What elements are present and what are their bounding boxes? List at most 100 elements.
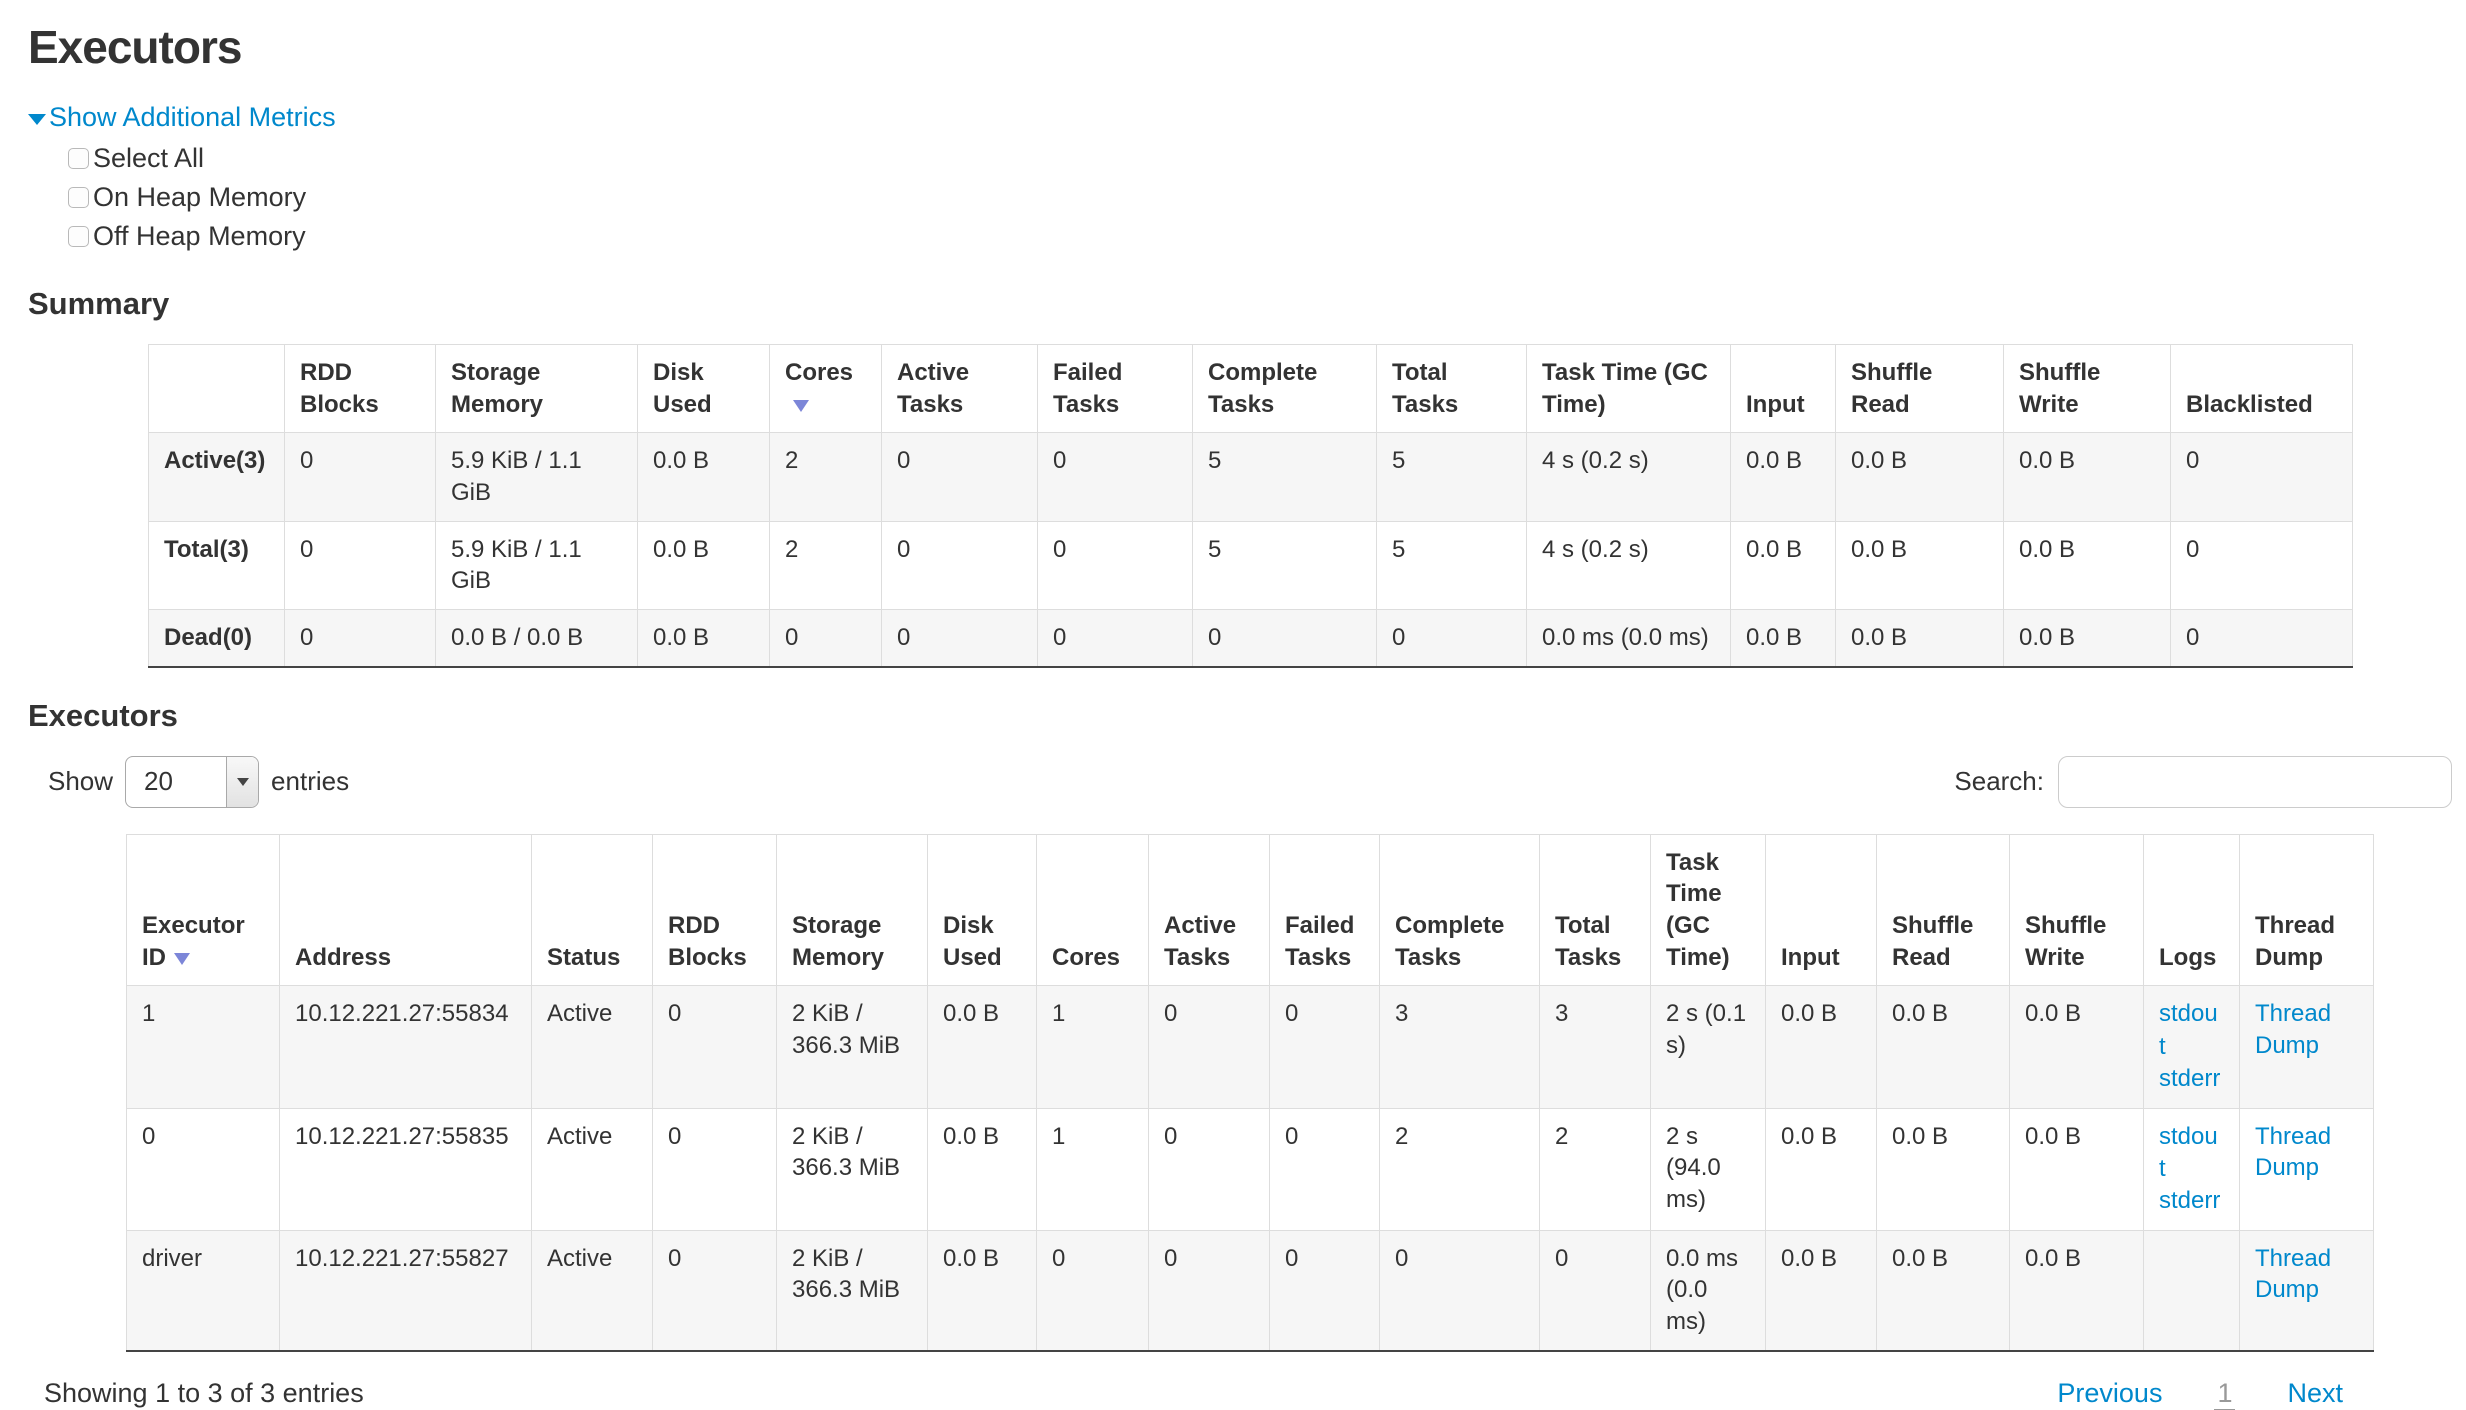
cell-active-tasks: 0 — [1148, 985, 1270, 1109]
summary-col-blacklisted[interactable]: Blacklisted — [2170, 343, 2353, 434]
cell-total-tasks: 3 — [1539, 985, 1651, 1109]
checkbox-row-off-heap-memory[interactable]: Off Heap Memory — [68, 217, 2466, 256]
stdout-link[interactable]: stdout — [2159, 1122, 2218, 1182]
cell-rdd-blocks: 0 — [284, 609, 436, 668]
page-number-1[interactable]: 1 — [2214, 1378, 2236, 1410]
summary-col-input[interactable]: Input — [1730, 343, 1836, 434]
cell-storage-memory: 2 KiB / 366.3 MiB — [776, 1229, 928, 1352]
exec-col-executor-id[interactable]: Executor ID — [126, 833, 280, 987]
summary-col-complete-tasks[interactable]: Complete Tasks — [1192, 343, 1377, 434]
next-page-button[interactable]: Next — [2287, 1378, 2343, 1409]
cell-rdd-blocks: 0 — [284, 520, 436, 611]
cell-blacklisted: 0 — [2170, 432, 2353, 522]
exec-col-cores[interactable]: Cores — [1036, 833, 1149, 987]
summary-col-total-tasks[interactable]: Total Tasks — [1376, 343, 1527, 434]
cell-complete-tasks: 5 — [1192, 432, 1377, 522]
cell-task-time: 0.0 ms (0.0 ms) — [1650, 1229, 1766, 1352]
sort-desc-icon — [174, 952, 190, 965]
cell-shuffle-write: 0.0 B — [2003, 609, 2171, 668]
cell-disk-used: 0.0 B — [637, 520, 770, 611]
cell-address: 10.12.221.27:55834 — [279, 985, 532, 1109]
search-input[interactable] — [2058, 755, 2452, 808]
exec-col-logs[interactable]: Logs — [2143, 833, 2240, 987]
cell-executor-id: 0 — [126, 1107, 280, 1231]
cell-shuffle-read: 0.0 B — [1835, 432, 2004, 522]
cell-shuffle-read: 0.0 B — [1876, 985, 2010, 1109]
cell-disk-used: 0.0 B — [927, 985, 1037, 1109]
stderr-link[interactable]: stderr — [2159, 1187, 2221, 1215]
checkbox-row-select-all[interactable]: Select All — [68, 139, 2466, 178]
cell-cores: 2 — [769, 432, 882, 522]
exec-col-shuffle-read[interactable]: Shuffle Read — [1876, 833, 2010, 987]
thread-dump-link[interactable]: Thread Dump — [2255, 1244, 2332, 1304]
cell-task-time: 2 s (0.1 s) — [1650, 985, 1766, 1109]
exec-col-task-time[interactable]: Task Time (GC Time) — [1650, 833, 1766, 987]
exec-col-storage-memory[interactable]: Storage Memory — [776, 833, 928, 987]
summary-col-shuffle-read[interactable]: Shuffle Read — [1835, 343, 2004, 434]
cell-shuffle-write: 0.0 B — [2009, 1229, 2144, 1352]
cell-input: 0.0 B — [1730, 609, 1836, 668]
checkbox-icon[interactable] — [68, 148, 89, 169]
show-label: Show — [48, 766, 114, 797]
cell-input: 0.0 B — [1730, 520, 1836, 611]
cell-blacklisted: 0 — [2170, 609, 2353, 668]
dropdown-arrow-button[interactable] — [226, 756, 259, 807]
exec-col-shuffle-write[interactable]: Shuffle Write — [2009, 833, 2144, 987]
summary-col-storage-memory[interactable]: Storage Memory — [435, 343, 638, 434]
checkbox-icon[interactable] — [68, 226, 89, 247]
cell-total-tasks: 0 — [1376, 609, 1527, 668]
thread-dump-link[interactable]: Thread Dump — [2255, 1122, 2332, 1182]
cell-executor-id: driver — [126, 1229, 280, 1352]
exec-col-failed-tasks[interactable]: Failed Tasks — [1269, 833, 1380, 987]
summary-col-blank — [148, 343, 285, 434]
caret-down-icon — [28, 114, 46, 125]
page-title: Executors — [28, 21, 242, 73]
exec-col-status[interactable]: Status — [531, 833, 653, 987]
cell-storage-memory: 0.0 B / 0.0 B — [435, 609, 638, 668]
cell-shuffle-write: 0.0 B — [2003, 520, 2171, 611]
page-size-control: Show 20 entries — [48, 755, 349, 808]
summary-col-shuffle-write[interactable]: Shuffle Write — [2003, 343, 2171, 434]
checkbox-icon[interactable] — [68, 187, 89, 208]
cell-logs — [2143, 1229, 2240, 1352]
exec-col-rdd-blocks[interactable]: RDD Blocks — [652, 833, 777, 987]
summary-col-task-time[interactable]: Task Time (GC Time) — [1526, 343, 1731, 434]
cell-blacklisted: 0 — [2170, 520, 2353, 611]
summary-col-rdd-blocks[interactable]: RDD Blocks — [284, 343, 436, 434]
exec-col-thread-dump[interactable]: Thread Dump — [2239, 833, 2374, 987]
exec-col-complete-tasks[interactable]: Complete Tasks — [1379, 833, 1540, 987]
checkbox-label: On Heap Memory — [93, 182, 307, 212]
cell-thread-dump: Thread Dump — [2239, 985, 2374, 1109]
search-label: Search: — [1954, 766, 2044, 797]
cell-disk-used: 0.0 B — [637, 432, 770, 522]
exec-col-total-tasks[interactable]: Total Tasks — [1539, 833, 1651, 987]
exec-col-input[interactable]: Input — [1765, 833, 1877, 987]
show-additional-metrics-toggle[interactable]: Show Additional Metrics — [28, 102, 2466, 133]
cell-total-tasks: 5 — [1376, 432, 1527, 522]
previous-page-button[interactable]: Previous — [2057, 1378, 2163, 1409]
cell-input: 0.0 B — [1765, 985, 1877, 1109]
summary-col-disk-used[interactable]: Disk Used — [637, 343, 770, 434]
cell-task-time: 4 s (0.2 s) — [1526, 432, 1731, 522]
summary-col-cores[interactable]: Cores — [769, 343, 882, 434]
exec-col-disk-used[interactable]: Disk Used — [927, 833, 1037, 987]
executors-table: Executor ID Address Status RDD Blocks St… — [126, 833, 2374, 1352]
cell-status: Active — [531, 985, 653, 1109]
exec-col-address[interactable]: Address — [279, 833, 532, 987]
exec-col-active-tasks[interactable]: Active Tasks — [1148, 833, 1270, 987]
dropdown-arrow-icon — [236, 777, 249, 786]
page-size-select[interactable]: 20 — [125, 755, 260, 808]
search-control: Search: — [1954, 755, 2452, 808]
cell-total-tasks: 5 — [1376, 520, 1527, 611]
thread-dump-link[interactable]: Thread Dump — [2255, 1000, 2332, 1060]
summary-col-failed-tasks[interactable]: Failed Tasks — [1037, 343, 1193, 434]
summary-col-active-tasks[interactable]: Active Tasks — [881, 343, 1038, 434]
checkbox-row-on-heap-memory[interactable]: On Heap Memory — [68, 178, 2466, 217]
checkbox-label: Select All — [93, 143, 205, 173]
summary-header-row: RDD Blocks Storage Memory Disk Used Core… — [148, 343, 2353, 434]
stdout-link[interactable]: stdout — [2159, 1000, 2218, 1060]
executor-row-1: 1 10.12.221.27:55834 Active 0 2 KiB / 36… — [126, 985, 2374, 1109]
stderr-link[interactable]: stderr — [2159, 1065, 2221, 1093]
cell-active-tasks: 0 — [1148, 1107, 1270, 1231]
executor-row-driver: driver 10.12.221.27:55827 Active 0 2 KiB… — [126, 1229, 2374, 1352]
